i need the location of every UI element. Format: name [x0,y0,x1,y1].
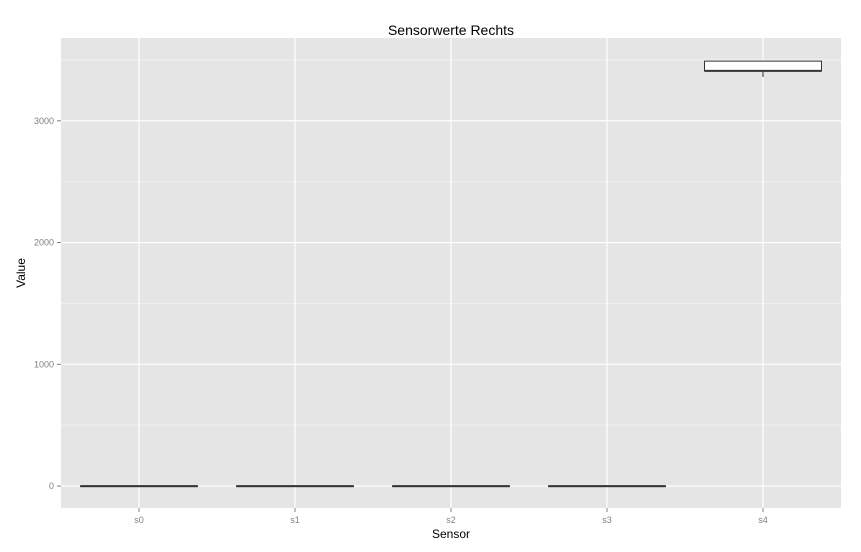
box-s2 [392,485,510,488]
box-s1 [236,485,354,488]
boxes [80,60,822,488]
x-tick-label-s1: s1 [290,515,300,525]
x-tick-label-s3: s3 [602,515,612,525]
y-tick-label: 3000 [34,116,54,126]
y-tick-label: 1000 [34,359,54,369]
box-s3 [548,485,666,488]
x-tick-label-s2: s2 [446,515,456,525]
x-axis-title: Sensor [432,527,470,541]
x-tick-label-s0: s0 [134,515,144,525]
box-s0 [80,485,198,488]
grid [61,38,841,508]
y-axis-title: Value [14,258,28,288]
y-tick-label: 0 [49,481,54,491]
y-tick-label: 2000 [34,238,54,248]
y-axis: 0 1000 2000 3000 [34,116,61,491]
x-tick-label-s4: s4 [758,515,768,525]
x-axis: s0 s1 s2 s3 s4 [134,508,768,525]
chart-title: Sensorwerte Rechts [388,22,514,38]
box-body [704,60,822,72]
box-s4 [704,60,822,77]
